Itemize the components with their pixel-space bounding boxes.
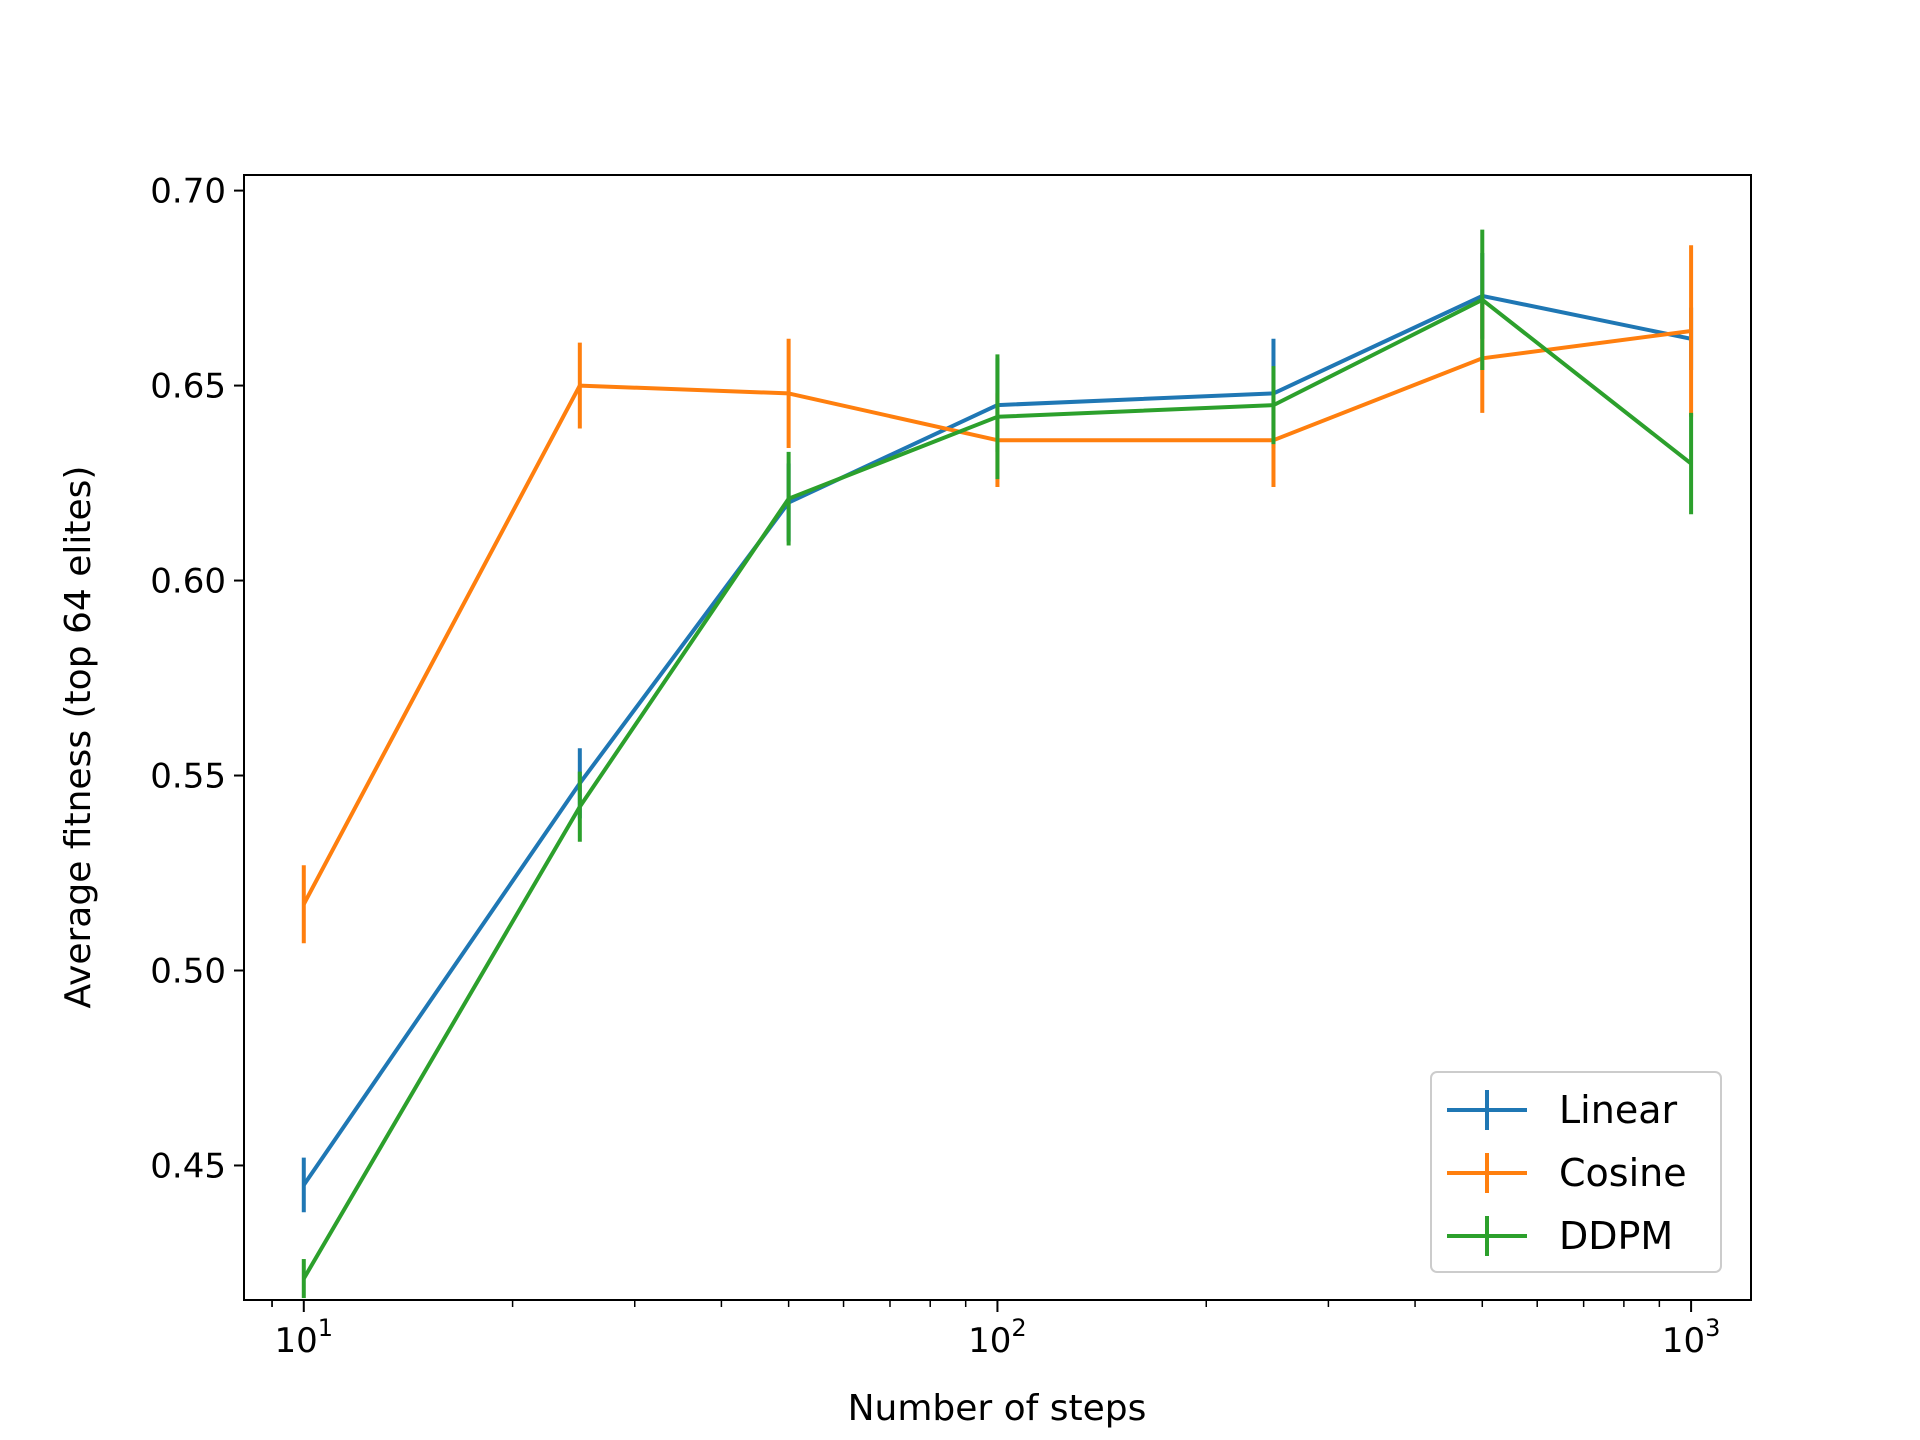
series-ddpm: [301, 229, 1694, 1299]
x-tick-label: 103: [1662, 1314, 1721, 1361]
y-tick-label: 0.50: [150, 951, 226, 991]
y-tick-label: 0.60: [150, 562, 226, 602]
x-tick-base: 10: [275, 1321, 318, 1361]
x-tick-label: 101: [275, 1314, 334, 1361]
x-tick-exponent: 3: [1705, 1314, 1720, 1342]
legend-item-cosine: Cosine: [1447, 1151, 1687, 1195]
legend-label: Cosine: [1559, 1151, 1687, 1195]
legend: Linear Cosine DDPM: [1430, 1071, 1722, 1273]
x-tick-base: 10: [968, 1321, 1011, 1361]
legend-item-linear: Linear: [1447, 1088, 1677, 1132]
x-tick-label: 102: [968, 1314, 1027, 1361]
y-axis-label: Average fitness (top 64 elites): [58, 466, 99, 1009]
x-tick-base: 10: [1662, 1321, 1705, 1361]
y-tick-label: 0.45: [150, 1146, 226, 1186]
x-axis-label: Number of steps: [848, 1388, 1147, 1429]
legend-label: Linear: [1559, 1088, 1677, 1132]
legend-item-ddpm: DDPM: [1447, 1214, 1673, 1258]
series-layer: [301, 229, 1694, 1299]
x-tick-exponent: 1: [318, 1314, 333, 1342]
x-tick-exponent: 2: [1011, 1314, 1026, 1342]
legend-label: DDPM: [1559, 1214, 1673, 1258]
legend-box: [1430, 1071, 1722, 1273]
y-tick-label: 0.70: [150, 172, 226, 212]
y-tick-label: 0.55: [150, 757, 226, 797]
y-tick-label: 0.65: [150, 367, 226, 407]
series-line: [302, 297, 1693, 1280]
